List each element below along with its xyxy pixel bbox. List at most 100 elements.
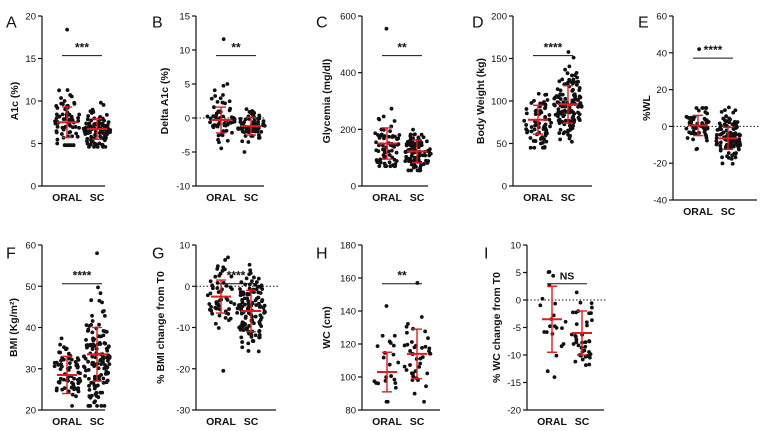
data-point <box>405 342 410 347</box>
data-point <box>567 77 572 82</box>
data-point <box>408 137 413 142</box>
data-point <box>229 115 234 120</box>
data-point <box>417 168 422 173</box>
data-point <box>102 313 107 318</box>
data-point <box>238 293 243 298</box>
panel-g-ytick-label: -30 <box>176 406 190 417</box>
data-point <box>420 355 425 359</box>
data-point <box>413 132 417 137</box>
panel-g-category-label: SC <box>244 416 259 428</box>
panel-b-ytick-label: 15 <box>179 12 190 23</box>
data-point <box>70 403 74 408</box>
panel-g-category-label: ORAL <box>206 416 236 428</box>
panel-b-category-label: ORAL <box>206 192 236 204</box>
data-point <box>571 77 576 82</box>
data-point <box>90 354 95 359</box>
data-point <box>246 130 251 135</box>
data-point <box>691 137 695 142</box>
data-point <box>256 116 260 121</box>
data-point <box>74 394 78 399</box>
data-point <box>733 155 738 160</box>
panel-i-category-label: SC <box>575 416 590 428</box>
panel-i-ytick-label: -10 <box>507 351 521 362</box>
data-point <box>92 145 96 149</box>
data-point <box>212 123 217 127</box>
data-point <box>211 114 216 119</box>
panel-a-significance: *** <box>75 41 89 55</box>
data-point <box>98 342 103 346</box>
data-point <box>428 151 433 156</box>
panel-e-significance: **** <box>704 43 723 57</box>
panel-d-sc-points <box>552 50 584 144</box>
panel-g-ytick-label: 10 <box>179 241 190 252</box>
data-point <box>101 103 106 107</box>
data-point <box>104 112 109 117</box>
data-point <box>421 135 426 140</box>
outlier-point <box>697 47 702 52</box>
panel-a-ytick-label: 20 <box>25 12 36 23</box>
data-point <box>208 120 212 125</box>
data-point <box>216 290 221 295</box>
data-point <box>704 133 708 138</box>
panel-c-ytick-label: 400 <box>340 68 356 79</box>
data-point <box>558 97 563 101</box>
data-point <box>98 134 103 139</box>
panel-b-oral-points <box>205 37 237 151</box>
data-point <box>574 83 579 87</box>
data-point <box>383 154 387 159</box>
data-point <box>240 139 245 144</box>
data-point <box>100 390 105 395</box>
data-point <box>393 381 398 385</box>
data-point <box>723 118 727 123</box>
data-point <box>96 285 100 290</box>
data-point <box>58 376 63 381</box>
data-point <box>52 364 57 369</box>
data-point <box>566 50 571 54</box>
data-point <box>209 308 214 313</box>
data-point <box>577 117 582 122</box>
data-point <box>260 287 265 291</box>
data-point <box>571 81 575 86</box>
data-point <box>103 341 108 346</box>
data-point <box>420 345 424 350</box>
data-point <box>226 311 231 316</box>
panel-b-significance: ** <box>231 41 241 55</box>
data-point <box>246 349 251 353</box>
data-point <box>219 146 224 151</box>
data-point <box>256 284 260 289</box>
data-point <box>428 147 432 152</box>
panel-h-ytick-label: 140 <box>340 307 356 318</box>
data-point <box>718 143 723 148</box>
data-point <box>731 144 736 149</box>
data-point <box>391 343 396 348</box>
data-point <box>212 88 217 93</box>
panel-h-ytick-label: 160 <box>340 274 356 285</box>
data-point <box>718 123 723 128</box>
data-point <box>376 381 381 386</box>
data-point <box>726 105 731 110</box>
data-point <box>403 159 408 164</box>
panel-c: C 0 200 400 600 Glycemia (mg/dl) ORAL SC ** <box>316 12 433 204</box>
data-point <box>229 300 233 305</box>
data-point <box>556 107 561 112</box>
data-point <box>101 380 106 385</box>
data-point <box>107 362 112 367</box>
data-point <box>214 301 219 306</box>
panel-b: B -10 -5 0 5 10 15 Delta A1c (%) ORAL SC ** <box>152 12 267 204</box>
data-point <box>77 112 82 117</box>
panel-e-category-label: ORAL <box>683 206 713 218</box>
data-point <box>243 282 248 287</box>
data-point <box>392 144 396 148</box>
data-point <box>685 136 690 140</box>
data-point <box>589 301 594 306</box>
panel-e-ytick-label: -20 <box>653 159 667 170</box>
data-point <box>705 138 709 143</box>
data-point <box>571 110 576 115</box>
data-point <box>382 134 387 138</box>
data-point <box>76 119 81 123</box>
data-point <box>567 136 572 141</box>
data-point <box>557 79 562 84</box>
data-point <box>258 291 263 295</box>
data-point <box>91 336 95 341</box>
data-point <box>381 355 386 360</box>
